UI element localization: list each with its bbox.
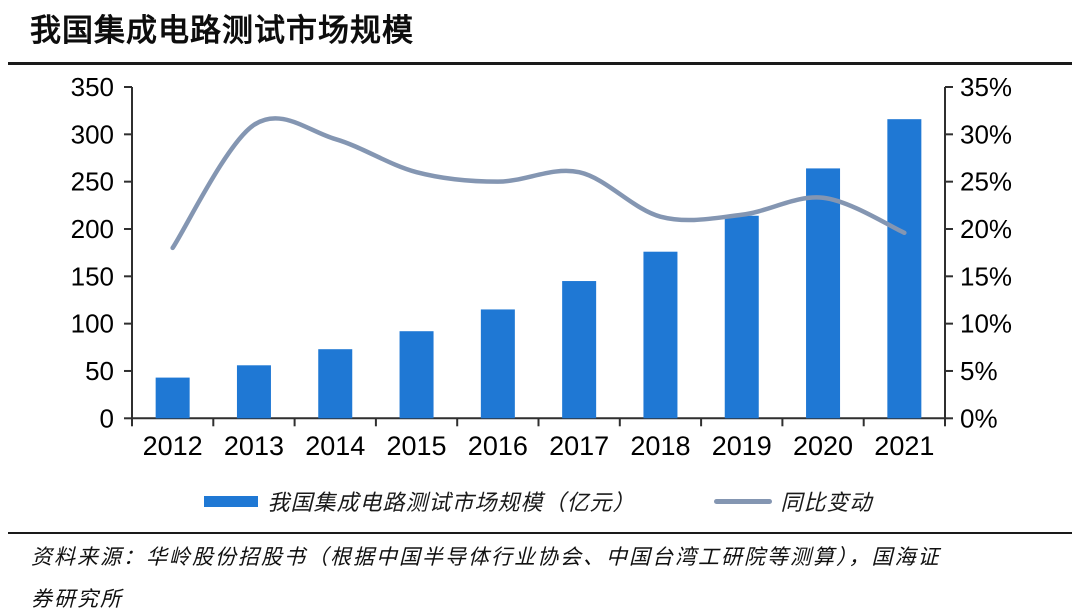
- axis-tick-labels: 350 35% 300 30% 250 25% 200 20% 150 15% 100 10% 50 5%…: [71, 72, 1012, 461]
- left-axis-tick-label: 150: [71, 261, 114, 291]
- market-size-bar: [562, 281, 597, 419]
- x-axis-year-label: 2017: [549, 431, 609, 461]
- left-axis-tick-label: 300: [71, 119, 114, 149]
- market-size-bar: [887, 119, 922, 419]
- market-size-bar: [724, 215, 759, 419]
- legend-bar-label: 我国集成电路测试市场规模（亿元）: [267, 490, 636, 515]
- left-axis-tick-label: 0: [100, 403, 114, 433]
- legend-line-label: 同比变动: [780, 490, 873, 515]
- legend-item-market-size: 我国集成电路测试市场规模（亿元）: [204, 485, 635, 517]
- right-axis-tick-label: 30%: [960, 119, 1012, 149]
- source-note-line-2: 券研究所: [31, 587, 123, 611]
- market-size-bar: [643, 251, 678, 419]
- x-axis-year-label: 2020: [793, 431, 853, 461]
- right-axis-tick-label: 35%: [960, 72, 1012, 102]
- legend-bar-swatch-icon: [204, 495, 259, 507]
- x-axis-year-label: 2016: [468, 431, 528, 461]
- market-size-bar: [806, 168, 841, 419]
- market-size-bar: [236, 365, 271, 419]
- right-axis-tick-label: 20%: [960, 214, 1012, 244]
- title-divider: [8, 62, 1072, 65]
- right-axis-tick-label: 0%: [960, 403, 998, 433]
- axes: [124, 86, 953, 427]
- bar-series: [155, 119, 922, 419]
- x-axis-year-label: 2013: [224, 431, 284, 461]
- line-series: [170, 116, 907, 251]
- left-axis-tick-label: 100: [71, 309, 114, 339]
- yoy-trend-line: [170, 116, 907, 251]
- x-axis-year-label: 2014: [305, 431, 365, 461]
- left-axis-tick-label: 250: [71, 167, 114, 197]
- right-axis-tick-label: 5%: [960, 356, 998, 386]
- chart-legend: 我国集成电路测试市场规模（亿元） 同比变动: [132, 485, 945, 517]
- right-axis-tick-label: 10%: [960, 309, 1012, 339]
- market-size-bar: [155, 377, 190, 419]
- left-axis-tick-label: 200: [71, 214, 114, 244]
- x-axis-year-label: 2015: [387, 431, 447, 461]
- right-axis-tick-label: 25%: [960, 167, 1012, 197]
- x-axis-year-label: 2012: [143, 431, 203, 461]
- legend-item-yoy-change: 同比变动: [713, 485, 873, 517]
- right-axis-tick-label: 15%: [960, 261, 1012, 291]
- source-note-line-1: 资料来源：华岭股份招股书（根据中国半导体行业协会、中国台湾工研院等测算），国海证: [31, 545, 941, 569]
- x-axis-year-label: 2019: [712, 431, 772, 461]
- left-axis-tick-label: 50: [85, 356, 114, 386]
- left-axis-tick-label: 350: [71, 72, 114, 102]
- market-size-bar: [399, 331, 434, 419]
- market-size-bar: [480, 309, 515, 419]
- x-axis-year-label: 2021: [874, 431, 934, 461]
- chart-title: 我国集成电路测试市场规模: [30, 13, 414, 48]
- x-axis-year-label: 2018: [630, 431, 690, 461]
- market-size-bar: [318, 349, 353, 419]
- source-divider: [8, 532, 1072, 534]
- source-note: 资料来源：华岭股份招股书（根据中国半导体行业协会、中国台湾工研院等测算），国海证…: [31, 536, 1066, 616]
- legend-line-swatch-icon: [713, 498, 772, 504]
